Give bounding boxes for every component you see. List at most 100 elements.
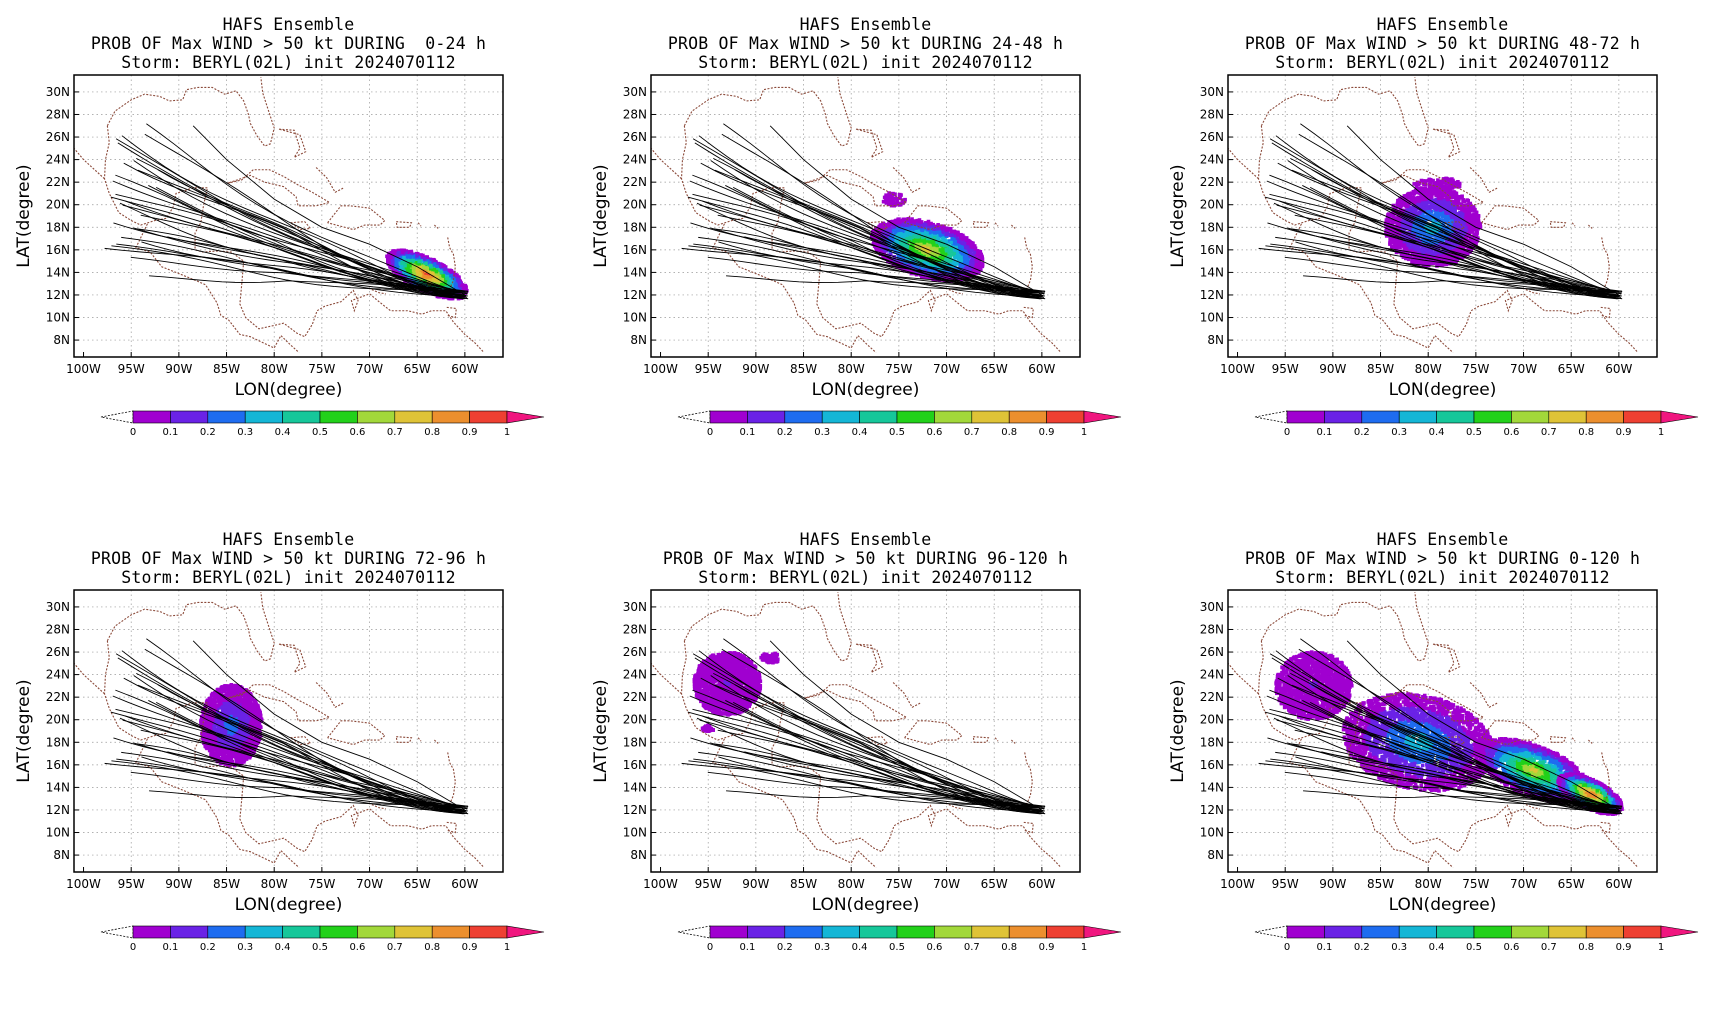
probability-cell — [452, 278, 457, 282]
probability-cell — [911, 240, 916, 245]
colorbar-swatch — [709, 410, 748, 424]
panel-subtitle: PROB OF Max WIND > 50 kt DURING 0-24 h — [90, 34, 487, 53]
colorbar: 0 0.1 0.2 0.3 0.4 0.5 0.6 0.7 0.8 0.9 1 — [677, 410, 1122, 438]
probability-cell — [385, 254, 389, 259]
probability-cell — [1438, 192, 1442, 196]
probability-cell — [395, 253, 400, 258]
probability-cell — [884, 195, 888, 199]
probability-cell — [874, 233, 879, 237]
probability-cell — [959, 258, 964, 263]
probability-cell — [875, 226, 879, 231]
colorbar-label: 1 — [504, 427, 510, 438]
probability-cell — [915, 266, 920, 270]
probability-cell — [904, 235, 909, 239]
colorbar-label: 0.3 — [237, 427, 253, 438]
probability-cell — [940, 242, 945, 246]
probability-cell — [440, 267, 444, 272]
probability-cell — [1436, 217, 1441, 221]
colorbar-label: 0.9 — [1039, 427, 1055, 438]
ensemble-track — [713, 157, 1040, 292]
probability-cell — [1409, 200, 1414, 204]
colorbar-label: 0.5 — [312, 427, 328, 438]
probability-cell — [966, 255, 971, 260]
probability-cell — [411, 268, 416, 272]
probability-cell — [896, 240, 901, 244]
probability-cell — [898, 192, 902, 197]
probability-cell — [941, 232, 945, 237]
probability-cell — [1459, 248, 1463, 252]
probability-cell — [942, 251, 947, 256]
probability-cell — [456, 277, 460, 282]
probability-cell — [1429, 210, 1434, 214]
probability-cell — [425, 275, 430, 279]
probability-cell — [926, 222, 931, 227]
probability-cell — [932, 247, 937, 252]
probability-cell — [929, 246, 933, 251]
probability-cell — [959, 255, 963, 260]
probability-cell — [884, 238, 889, 242]
probability-cell — [922, 222, 927, 226]
probability-cell — [407, 250, 412, 255]
probability-cell — [396, 257, 401, 262]
probability-cell — [420, 274, 425, 278]
probability-cell — [901, 262, 906, 267]
probability-cell — [944, 228, 948, 232]
probability-cell — [1461, 223, 1466, 228]
coastline-segment — [135, 223, 300, 353]
coastline-segment — [683, 77, 852, 147]
map-panel: HAFS Ensemble PROB OF Max WIND > 50 kt DU… — [1154, 0, 1731, 515]
probability-cell — [980, 257, 984, 262]
probability-cell — [907, 263, 911, 268]
lat-tick-label: 24N — [46, 153, 70, 167]
probability-cell — [416, 272, 420, 276]
probability-cell — [949, 276, 953, 280]
probability-cell — [921, 250, 926, 255]
probability-cell — [884, 231, 888, 235]
probability-cell — [393, 261, 397, 265]
lat-tick-label: 30N — [46, 85, 70, 99]
probability-cell — [888, 229, 893, 234]
probability-cell — [911, 263, 915, 268]
ensemble-track — [113, 222, 464, 300]
colorbar-swatch — [207, 410, 246, 424]
probability-cell — [1437, 257, 1441, 262]
probability-cell — [964, 238, 969, 242]
probability-cell — [905, 224, 909, 229]
lon-tick-label: 95W — [118, 362, 145, 376]
probability-cell — [957, 253, 961, 257]
probability-cell — [920, 232, 925, 236]
colorbar-label: 0 — [130, 427, 136, 438]
probability-cell — [1450, 223, 1455, 227]
coastline-segment — [904, 205, 963, 231]
probability-cell — [1423, 247, 1428, 251]
probability-cell — [966, 247, 971, 252]
gridlines — [74, 75, 503, 357]
probability-cell — [408, 264, 413, 268]
probability-cell — [880, 245, 884, 250]
probability-cell — [1462, 221, 1467, 225]
probability-cell — [958, 264, 963, 268]
probability-cell — [423, 269, 428, 273]
probability-cell — [899, 232, 903, 236]
probability-cell — [453, 285, 458, 290]
probability-cell — [404, 251, 408, 255]
probability-cell — [1416, 195, 1421, 200]
probability-cell — [890, 200, 895, 205]
probability-cell — [1404, 194, 1408, 198]
probability-cell — [1425, 216, 1430, 221]
probability-cell — [882, 256, 886, 260]
colorbar-label: 0.8 — [424, 427, 440, 438]
colorbar-swatch — [469, 410, 508, 424]
probability-cell — [402, 252, 406, 257]
probability-cell — [390, 260, 395, 265]
probability-cell — [894, 236, 898, 240]
probability-cell — [949, 240, 953, 245]
probability-cell — [896, 223, 901, 228]
probability-cell — [939, 224, 943, 228]
colorbar-label: 0.4 — [852, 427, 868, 438]
probability-cell — [952, 237, 956, 242]
probability-cell — [879, 250, 884, 254]
colorbar-label: 0.1 — [739, 427, 755, 438]
colorbar-swatch — [357, 410, 396, 424]
